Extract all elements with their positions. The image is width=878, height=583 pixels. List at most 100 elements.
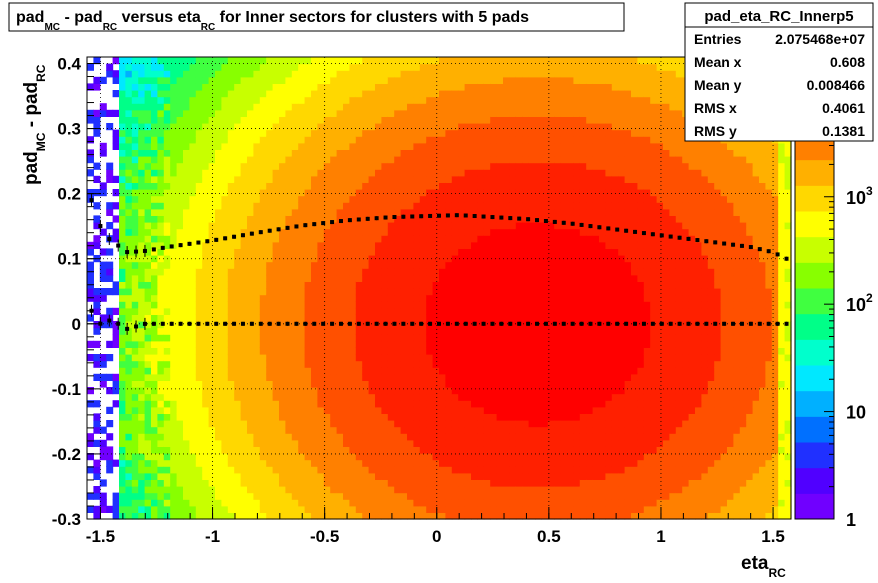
heatmap-cell [131, 202, 139, 210]
heatmap-cell [131, 380, 139, 388]
heatmap-cell [496, 420, 504, 428]
heatmap-cell [272, 76, 280, 84]
heatmap-cell [445, 83, 453, 91]
heatmap-cell [400, 175, 408, 183]
heatmap-cell [451, 387, 459, 395]
heatmap-cell [343, 426, 350, 434]
heatmap-cell [554, 472, 562, 480]
heatmap-cell [259, 175, 267, 183]
heatmap-cell [112, 327, 120, 335]
heatmap-cell [432, 182, 440, 190]
heatmap-cell [323, 248, 331, 256]
heatmap-cell [176, 492, 184, 500]
heatmap-cell [202, 90, 210, 98]
heatmap-cell [291, 63, 299, 71]
heatmap-cell [144, 499, 152, 507]
heatmap-cell [202, 446, 210, 454]
heatmap-cell [407, 63, 414, 71]
heatmap-cell [387, 413, 395, 421]
heatmap-cell [234, 228, 242, 236]
heatmap-cell [458, 129, 466, 137]
heatmap-cell [234, 505, 242, 513]
heatmap-cell [291, 156, 299, 164]
heatmap-cell [125, 189, 133, 197]
heatmap-cell [272, 235, 280, 243]
heatmap-cell [515, 505, 523, 513]
heatmap-cell [317, 301, 325, 309]
heatmap-cell [400, 334, 408, 342]
heatmap-cell [304, 83, 312, 91]
heatmap-cell [215, 406, 222, 414]
heatmap-cell [215, 301, 222, 309]
heatmap-cell [535, 301, 542, 309]
heatmap-cell [240, 426, 248, 434]
heatmap-cell [240, 433, 248, 441]
heatmap-cell [375, 406, 382, 414]
heatmap-cell [247, 90, 254, 98]
heatmap-cell [151, 373, 158, 381]
heatmap-cell [221, 301, 229, 309]
heatmap-cell [407, 228, 414, 236]
heatmap-cell [119, 420, 126, 428]
heatmap-cell [394, 222, 402, 230]
heatmap-cell [381, 103, 389, 111]
heatmap-cell [387, 57, 395, 65]
heatmap-cell [464, 222, 472, 230]
heatmap-cell [189, 76, 197, 84]
heatmap-cell [419, 63, 427, 71]
heatmap-cell [528, 314, 536, 322]
heatmap-cell [291, 486, 299, 494]
heatmap-cell [490, 426, 498, 434]
heatmap-cell [336, 57, 344, 65]
heatmap-cell [202, 63, 210, 71]
heatmap-cell [432, 222, 440, 230]
heatmap-cell [202, 70, 210, 78]
heatmap-cell [458, 439, 466, 447]
heatmap-cell [471, 406, 478, 414]
heatmap-cell [432, 301, 440, 309]
heatmap-cell [272, 268, 280, 276]
heatmap-cell [291, 453, 299, 461]
heatmap-cell [522, 248, 530, 256]
heatmap-cell [119, 294, 126, 302]
heatmap-cell [298, 136, 306, 144]
heatmap-cell [355, 235, 363, 243]
heatmap-cell [483, 175, 491, 183]
heatmap-cell [240, 420, 248, 428]
heatmap-cell [119, 156, 126, 164]
heatmap-cell [151, 255, 158, 263]
heatmap-cell [336, 453, 344, 461]
heatmap-cell [221, 96, 229, 104]
heatmap-cell [445, 446, 453, 454]
heatmap-cell [215, 123, 222, 131]
heatmap-cell [285, 169, 293, 177]
heatmap-cell [541, 142, 549, 150]
heatmap-cell [176, 373, 184, 381]
heatmap-cell [407, 334, 414, 342]
heatmap-cell [266, 281, 274, 289]
heatmap-cell [362, 459, 370, 467]
heatmap-cell [413, 281, 421, 289]
heatmap-cell [336, 281, 344, 289]
heatmap-cell [490, 129, 498, 137]
heatmap-cell [451, 301, 459, 309]
heatmap-cell [151, 446, 158, 454]
heatmap-cell [298, 406, 306, 414]
heatmap-cell [413, 83, 421, 91]
heatmap-cell [323, 373, 331, 381]
heatmap-cell [451, 182, 459, 190]
heatmap-cell [547, 76, 555, 84]
heatmap-cell [535, 340, 542, 348]
heatmap-cell [355, 505, 363, 513]
heatmap-cell [227, 492, 235, 500]
heatmap-cell [247, 512, 254, 520]
heatmap-cell [528, 459, 536, 467]
heatmap-cell [272, 123, 280, 131]
heatmap-cell [125, 222, 133, 230]
heatmap-cell [125, 202, 133, 210]
heatmap-cell [138, 274, 146, 282]
heatmap-cell [432, 499, 440, 507]
heatmap-cell [138, 156, 146, 164]
heatmap-cell [215, 235, 222, 243]
heatmap-cell [413, 479, 421, 487]
